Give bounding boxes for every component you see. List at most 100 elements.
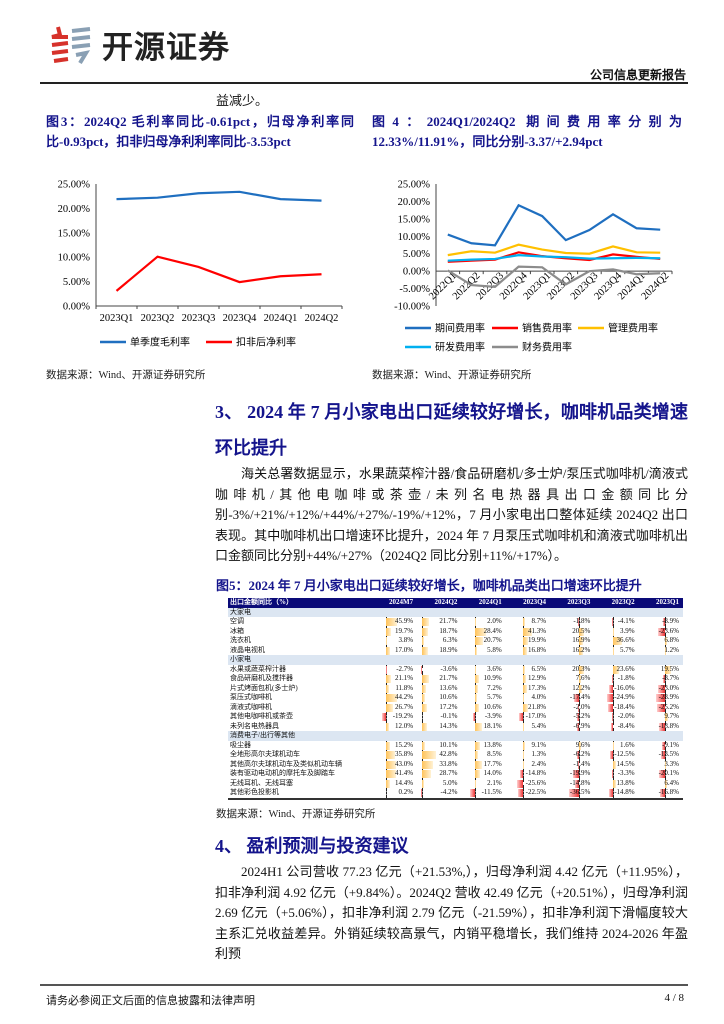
footer-divider [40, 984, 688, 986]
value-cell: 17.7% [461, 759, 505, 769]
data-bar [421, 770, 432, 778]
group-label: 消费电子/出行等其他 [228, 731, 683, 741]
section-4-paragraph: 2024H1 公司营收 77.23 亿元（+21.53%,），归母净利润 4.4… [215, 864, 688, 961]
cell-value: -25.2% [658, 702, 679, 711]
value-cell: 7.2% [461, 683, 505, 693]
table-row: 全地形高尔夫球机动车 35.8% 42.8% 8.5% 1.3% -6.2% -12.5% -… [228, 750, 683, 760]
value-cell: 17.2% [417, 702, 461, 712]
data-bar [568, 789, 579, 797]
zero-axis [578, 712, 580, 722]
zero-axis [665, 693, 667, 703]
data-bar [523, 722, 525, 731]
value-cell: 14.5% [594, 759, 638, 769]
company-logo: 开源证券 [50, 22, 260, 66]
value-cell: -19.9% [550, 769, 594, 779]
cell-value: 1.6% [620, 740, 635, 749]
value-cell: 1.2% [639, 645, 683, 655]
cell-value: 5.4% [531, 721, 547, 730]
table-row: 无线耳机、无线耳塞 14.4% 5.0% 2.1% -25.6% -14.8% 13.8% 6… [228, 778, 683, 788]
zero-axis [523, 778, 525, 788]
data-bar [523, 646, 527, 655]
cell-value: 21.7% [439, 617, 458, 626]
y-tick-label: 5.00% [403, 249, 430, 260]
value-cell: 17.0% [373, 645, 417, 655]
value-cell: 16.9% [550, 636, 594, 646]
cell-value: 20.3% [572, 664, 591, 673]
data-bar [609, 751, 613, 759]
table-row: 片式烤面包机(多士炉) 11.8% 13.6% 7.2% 17.3% 12.2% -16.0… [228, 683, 683, 693]
y-tick-label: 25.00% [58, 180, 91, 191]
data-bar [662, 741, 666, 750]
value-cell: 41.3% [506, 626, 550, 636]
table-row: 其他电咖啡机或茶壶 -19.2% -0.1% -3.9% -17.0% -5.2% -2.0… [228, 712, 683, 722]
data-bar [474, 618, 476, 626]
data-bar [665, 760, 667, 769]
value-cell: -14.8% [550, 778, 594, 788]
cell-value: 4.0% [531, 693, 547, 702]
zero-axis [612, 683, 614, 693]
cell-value: 12.9% [527, 674, 547, 683]
value-cell: -3.6% [417, 664, 461, 674]
value-cell: 1.6% [594, 740, 638, 750]
value-cell: 16.8% [506, 645, 550, 655]
data-bar [474, 741, 481, 750]
table-row: 冰箱 19.7% 18.7% 28.4% 41.3% 20.5% 3.9% -23.6% [228, 626, 683, 636]
value-cell: 14.0% [461, 769, 505, 779]
cell-value: 0.2% [398, 788, 414, 797]
data-bar [573, 770, 579, 778]
cell-value: 18.7% [439, 626, 458, 635]
data-bar [473, 713, 475, 721]
cell-value: 17.7% [483, 759, 502, 768]
data-bar [659, 770, 666, 778]
data-bar [578, 703, 579, 712]
report-type: 公司信息更新报告 [589, 68, 686, 82]
zero-axis [612, 750, 614, 760]
value-cell: -28.9% [639, 693, 683, 703]
cell-value: 2.4% [531, 759, 547, 768]
value-cell: 2.4% [506, 759, 550, 769]
value-cell: -5.2% [550, 712, 594, 722]
figure-4-caption: 图4：2024Q1/2024Q2 期间费用率分别为12.33%/11.91%，同… [372, 114, 682, 149]
cell-value: -23.0% [658, 683, 679, 692]
data-bar [474, 722, 482, 731]
value-cell: 12.0% [373, 721, 417, 731]
data-bar [611, 618, 613, 626]
cell-value: -0.1% [440, 712, 458, 721]
cell-value: 16.9% [572, 636, 591, 645]
data-bar [660, 789, 666, 797]
value-cell: -25.2% [639, 702, 683, 712]
legend-label: 扣非后净利率 [236, 336, 296, 349]
cell-value: 33.8% [439, 759, 458, 768]
data-bar [474, 637, 483, 645]
table-row: 其他彩色投影机 0.2% -4.2% -11.5% -22.5% -36.5% -14.8%… [228, 788, 683, 798]
column-header: 2023Q1 [638, 598, 683, 608]
series-line-5 [447, 265, 661, 288]
table-row: 水果或蔬菜榨汁器 -2.7% -3.6% 3.6% 6.5% 20.3% 23.6% 19.5… [228, 664, 683, 674]
column-header: 2024Q1 [461, 598, 506, 608]
row-label: 冰箱 [230, 626, 244, 635]
data-bar [612, 760, 617, 769]
value-cell: -16.0% [594, 683, 638, 693]
data-bar [421, 694, 426, 702]
table-row: 液晶电视机 17.0% 18.9% 5.8% 16.8% 16.2% 5.7% 1.2% [228, 645, 683, 655]
cell-value: -3.6% [440, 664, 458, 673]
data-bar [421, 684, 427, 693]
cell-value: -25.6% [525, 778, 547, 787]
value-cell: 45.9% [373, 617, 417, 627]
row-label: 全地形高尔夫球机动车 [230, 750, 300, 759]
value-cell: 21.7% [417, 617, 461, 627]
value-cell: 2.0% [461, 617, 505, 627]
cell-value: -17.4% [569, 693, 591, 702]
value-cell: 13.8% [594, 778, 638, 788]
data-bar [474, 703, 479, 712]
value-cell: 33.8% [417, 759, 461, 769]
column-header: 2024M7 [372, 598, 418, 608]
value-cell: 18.7% [417, 626, 461, 636]
cell-value: -19.2% [392, 712, 414, 721]
value-cell: -3.9% [461, 712, 505, 722]
row-label: 其他高尔夫球机动车及类似机动车辆 [230, 759, 342, 768]
data-bar [665, 713, 669, 721]
cell-value: 20.7% [483, 636, 502, 645]
value-cell: -14.8% [594, 788, 638, 798]
data-bar [578, 637, 584, 645]
